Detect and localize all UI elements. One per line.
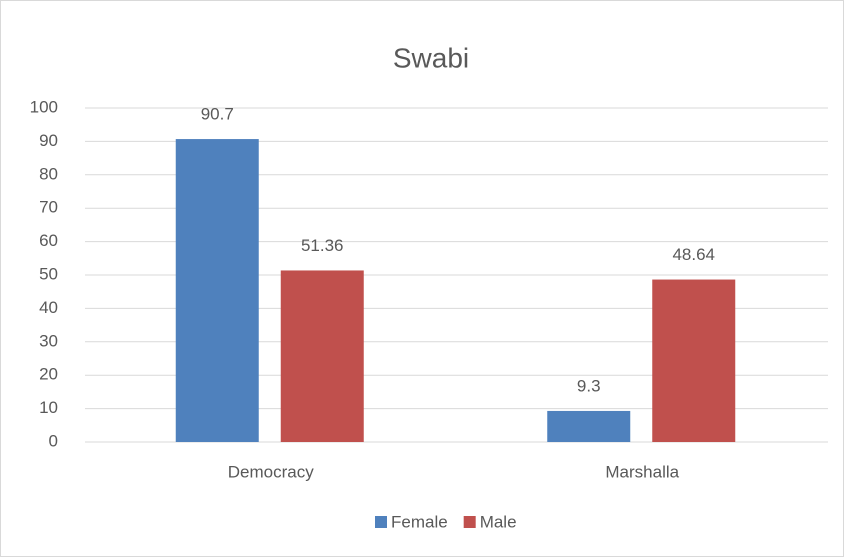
y-tick-label: 80 <box>39 164 58 183</box>
x-tick-label: Marshalla <box>605 462 679 481</box>
y-tick-label: 70 <box>39 198 58 217</box>
data-label: 9.3 <box>577 376 601 395</box>
y-tick-label: 100 <box>30 97 58 116</box>
y-tick-label: 10 <box>39 398 58 417</box>
legend-label: Female <box>391 512 448 531</box>
legend-swatch <box>375 516 387 528</box>
bar <box>652 279 736 442</box>
y-tick-label: 90 <box>39 131 58 150</box>
bar <box>175 139 259 442</box>
y-tick-label: 50 <box>39 264 58 283</box>
y-tick-label: 20 <box>39 365 58 384</box>
y-tick-label: 30 <box>39 331 58 350</box>
legend-swatch <box>463 516 476 528</box>
bar <box>280 270 364 442</box>
chart-title: Swabi <box>393 42 469 73</box>
data-label: 51.36 <box>301 236 344 255</box>
data-label: 48.64 <box>672 245 715 264</box>
bar <box>547 410 631 442</box>
y-tick-label: 60 <box>39 231 58 250</box>
legend-label: Male <box>480 512 517 531</box>
data-label: 90.7 <box>201 105 234 124</box>
x-tick-label: Democracy <box>228 462 314 481</box>
y-tick-label: 40 <box>39 298 58 317</box>
y-tick-label: 0 <box>49 431 58 450</box>
